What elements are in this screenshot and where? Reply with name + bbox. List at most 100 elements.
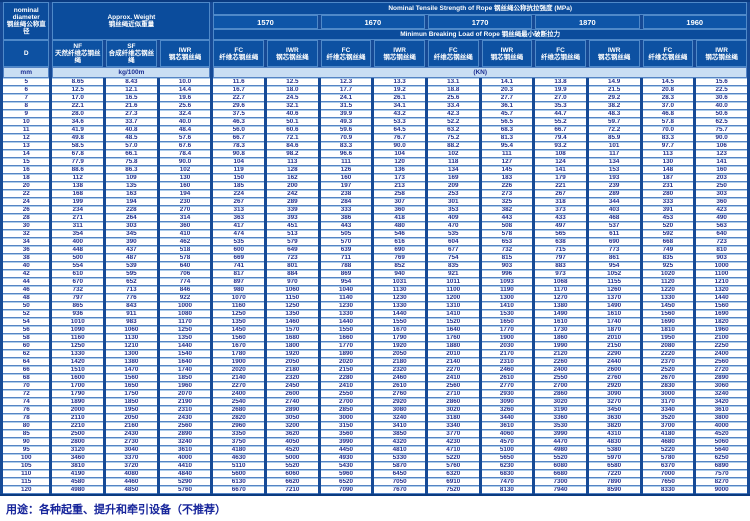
cell-load-fc-1960: 4180	[642, 430, 694, 438]
cell-load-fc-1960: 1560	[642, 310, 694, 318]
cell-load-iwr-1770: 68.3	[481, 126, 533, 134]
table-row: 72 1790 1750 2070 2400 2600 2550 2760 27…	[3, 390, 747, 398]
cell-load-iwr-1870: 6580	[588, 462, 640, 470]
cell-weight-nf: 3120	[52, 446, 104, 454]
cell-load-iwr-1870: 468	[588, 214, 640, 222]
cell-load-fc-1570: 817	[213, 270, 265, 278]
header-col-iwr-code: IWR	[393, 46, 406, 54]
cell-diameter: 54	[3, 318, 50, 326]
cell-weight-nf: 4580	[52, 478, 104, 486]
cell-load-fc-1570: 1160	[213, 302, 265, 310]
cell-load-iwr-1570: 12.5	[267, 78, 318, 86]
cell-load-fc-1870: 44.7	[535, 110, 586, 118]
cell-load-fc-1570: 741	[213, 262, 265, 270]
cell-load-iwr-1870: 1155	[588, 278, 640, 286]
cell-weight-nf: 22.1	[52, 102, 104, 110]
cell-weight-iwr: 5290	[159, 478, 211, 486]
cell-load-iwr-1770: 127	[481, 158, 533, 166]
cell-weight-sf: 4850	[106, 486, 157, 494]
cell-load-fc-1870: 797	[535, 254, 586, 262]
cell-weight-sf: 1380	[106, 358, 157, 366]
cell-weight-iwr: 57.6	[159, 134, 211, 142]
cell-load-iwr-1770: 56.5	[481, 118, 533, 126]
cell-load-fc-1570: 66.7	[213, 134, 265, 142]
cell-load-iwr-1770: 1410	[481, 302, 533, 310]
cell-load-iwr-1870: 153	[588, 166, 640, 174]
cell-diameter: 72	[3, 390, 50, 398]
cell-load-fc-1770: 134	[427, 166, 479, 174]
cell-load-iwr-1670: 3850	[374, 430, 425, 438]
header-col-iwr-code: IWR	[286, 46, 299, 54]
cell-load-fc-1670: 443	[320, 222, 372, 230]
cell-weight-nf: 797	[52, 294, 104, 302]
cell-weight-iwr: 4000	[159, 454, 211, 462]
cell-diameter: 36	[3, 246, 50, 254]
cell-load-fc-1670: 2850	[320, 406, 372, 414]
cell-load-iwr-1670: 2760	[374, 390, 425, 398]
cell-weight-sf: 135	[106, 182, 157, 190]
unit-kg-100m: kg/100m	[52, 67, 211, 78]
cell-weight-nf: 4980	[52, 486, 104, 494]
cell-weight-nf: 2000	[52, 406, 104, 414]
cell-load-fc-1770: 3180	[427, 414, 479, 422]
cell-weight-nf: 88.6	[52, 166, 104, 174]
cell-load-iwr-1870: 1052	[588, 270, 640, 278]
cell-load-fc-1670: 126	[320, 166, 372, 174]
header-approx-weight-zh: 钢丝绳近似重量	[108, 21, 155, 28]
cell-weight-iwr: 410	[159, 230, 211, 238]
cell-load-iwr-1960: 6890	[696, 462, 747, 470]
cell-load-iwr-1570: 32.1	[267, 102, 318, 110]
cell-load-iwr-1670: 769	[374, 254, 425, 262]
cell-load-fc-1670: 238	[320, 190, 372, 198]
cell-load-fc-1770: 3020	[427, 406, 479, 414]
cell-load-iwr-1770: 273	[481, 190, 533, 198]
cell-weight-nf: 400	[52, 238, 104, 246]
cell-diameter: 22	[3, 190, 50, 198]
cell-weight-nf: 1790	[52, 390, 104, 398]
cell-load-fc-1960: 1810	[642, 326, 694, 334]
cell-weight-sf: 12.1	[106, 86, 157, 94]
cell-load-iwr-1770: 1770	[481, 326, 533, 334]
cell-load-iwr-1770: 3090	[481, 398, 533, 406]
cell-weight-sf: 2730	[106, 438, 157, 446]
cell-load-fc-1570: 6130	[213, 478, 265, 486]
cell-load-iwr-1770: 3610	[481, 422, 533, 430]
header-col-fc-code: FC	[556, 46, 565, 54]
cell-load-fc-1960: 280	[642, 190, 694, 198]
cell-load-fc-1570: 417	[213, 222, 265, 230]
cell-load-fc-1960: 7650	[642, 478, 694, 486]
cell-load-iwr-1960: 4520	[696, 430, 747, 438]
cell-load-iwr-1870: 344	[588, 198, 640, 206]
table-row: 78 2110 2050 2430 2820 3050 3000 3240 31…	[3, 414, 747, 422]
cell-load-fc-1670: 3560	[320, 430, 372, 438]
cell-load-fc-1870: 4470	[535, 438, 586, 446]
cell-load-fc-1960: 2220	[642, 350, 694, 358]
cell-load-fc-1770: 75.2	[427, 134, 479, 142]
cell-load-iwr-1960: 2890	[696, 374, 747, 382]
cell-load-iwr-1770: 3260	[481, 406, 533, 414]
cell-load-fc-1770: 253	[427, 190, 479, 198]
cell-weight-iwr: 922	[159, 294, 211, 302]
header-col-iwr-1870: IWR 钢芯钢丝绳	[588, 40, 640, 67]
cell-load-iwr-1670: 2610	[374, 382, 425, 390]
cell-weight-nf: 354	[52, 230, 104, 238]
cell-load-fc-1870: 267	[535, 190, 586, 198]
cell-weight-nf: 936	[52, 310, 104, 318]
cell-load-fc-1670: 2150	[320, 366, 372, 374]
cell-load-fc-1770: 1640	[427, 326, 479, 334]
cell-load-fc-1870: 2550	[535, 374, 586, 382]
cell-load-fc-1770: 63.2	[427, 126, 479, 134]
cell-load-iwr-1960: 360	[696, 198, 747, 206]
cell-weight-iwr: 160	[159, 182, 211, 190]
cell-load-fc-1670: 1550	[320, 326, 372, 334]
cell-weight-sf: 109	[106, 174, 157, 182]
cell-weight-sf: 21.6	[106, 102, 157, 110]
cell-weight-sf: 4460	[106, 478, 157, 486]
cell-load-iwr-1870: 2600	[588, 366, 640, 374]
cell-diameter: 56	[3, 326, 50, 334]
cell-load-fc-1960: 1690	[642, 318, 694, 326]
table-row: 70 1700 1650 1960 2270 2450 2410 2610 25…	[3, 382, 747, 390]
cell-load-iwr-1770: 1300	[481, 294, 533, 302]
cell-load-iwr-1770: 6830	[481, 470, 533, 478]
cell-load-fc-1870: 2400	[535, 366, 586, 374]
